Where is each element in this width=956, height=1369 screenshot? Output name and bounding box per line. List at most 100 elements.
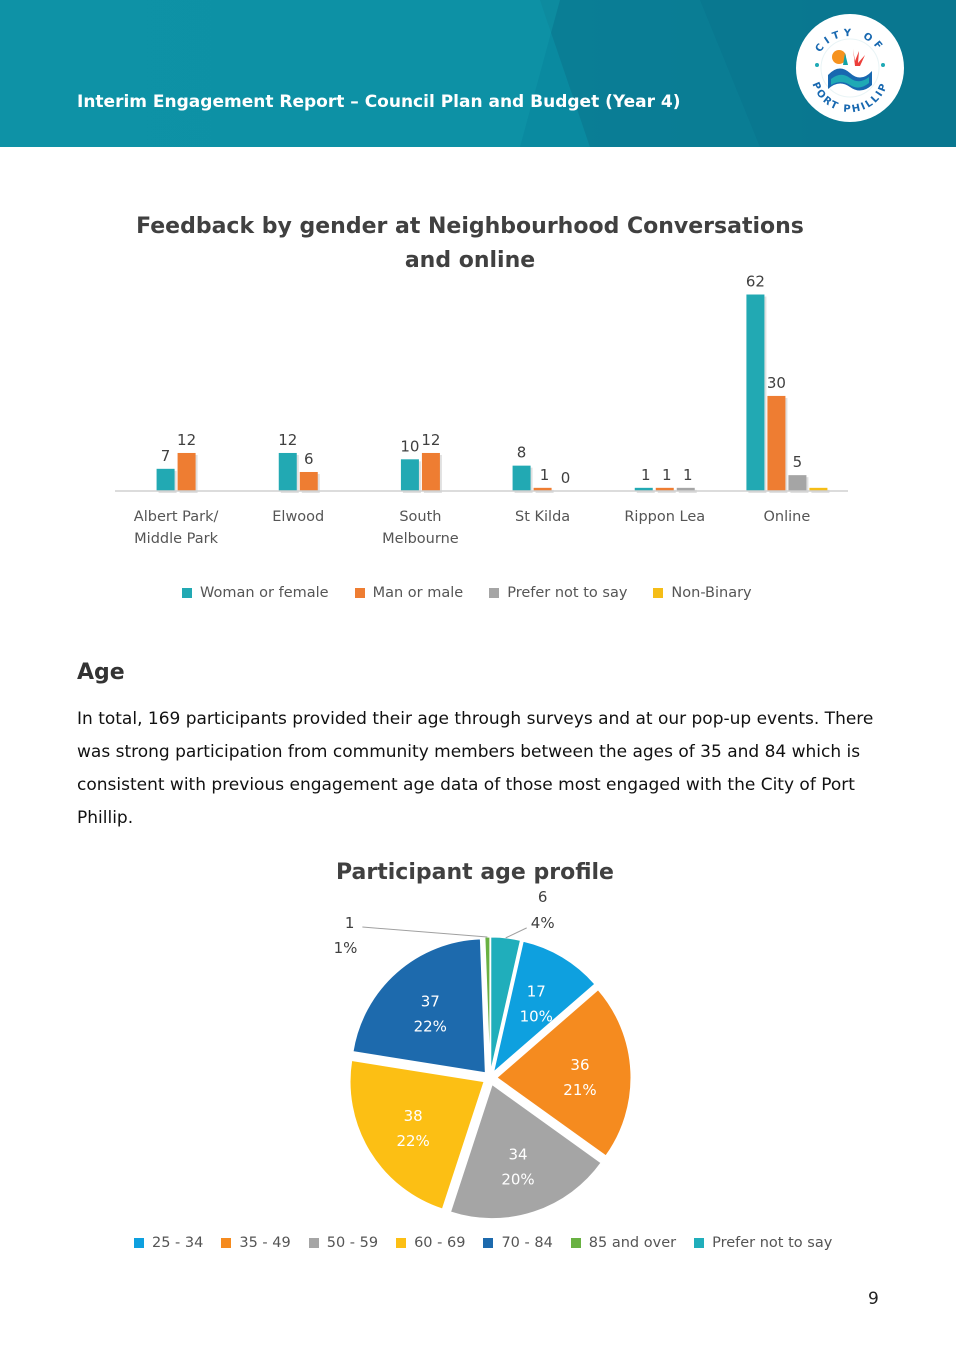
category-label: St Kilda (515, 509, 570, 525)
legend-label: Man or male (372, 585, 464, 601)
bar-data-label: 7 (161, 447, 171, 465)
pie-slice-2 (449, 1083, 602, 1220)
legend-label: Prefer not to say (712, 1235, 833, 1251)
legend-swatch (134, 1238, 144, 1248)
legend-label: 50 - 59 (326, 1235, 379, 1251)
legend-label: 60 - 69 (414, 1235, 466, 1251)
age-chart-legend: 25 - 34 35 - 49 50 - 59 60 - 69 70 - 84 85 an… (134, 1235, 832, 1251)
legend-item-age-4: 70 - 84 (483, 1235, 553, 1251)
legend-label: Prefer not to say (507, 585, 628, 601)
report-title: Interim Engagement Report – Council Plan… (77, 92, 681, 112)
age-heading: Age (77, 660, 125, 685)
bar-data-label: 8 (517, 444, 527, 462)
age-profile-chart: Participant age profile 17 10% 36 21% 34 20% 3… (120, 855, 840, 1265)
bar-data-label: 12 (421, 431, 440, 449)
bar-1-4 (655, 487, 674, 491)
legend-swatch (396, 1238, 407, 1248)
legend-swatch (489, 588, 500, 598)
bar-0-0 (156, 468, 175, 491)
bar-data-label: 12 (177, 431, 196, 449)
pie-percent-label: 22% (414, 1018, 447, 1036)
pie-value-label: 37 (421, 993, 440, 1011)
bar-0-4 (634, 487, 653, 491)
legend-item-age-2: 50 - 59 (308, 1235, 379, 1251)
bar-1-3 (533, 487, 552, 491)
bar-0-5 (746, 294, 765, 491)
age-pie-plot: 17 10% 36 21% 34 20% 38 22% 37 22% 1 1% 6 4% (334, 888, 632, 1220)
bar-data-label: 12 (278, 431, 297, 449)
gender-feedback-chart: Feedback by gender at Neighbourhood Conv… (110, 200, 855, 620)
legend-label: Woman or female (200, 585, 329, 601)
legend-item-age-5: 85 and over (570, 1235, 677, 1251)
legend-swatch (182, 588, 192, 598)
bar-0-1 (278, 452, 297, 491)
legend-label: 85 and over (588, 1235, 677, 1251)
legend-item-age-1: 35 - 49 (221, 1235, 291, 1251)
city-of-port-phillip-logo: CITY OF PORT PHILLIP (795, 13, 905, 123)
bar-data-label: 1 (662, 466, 672, 484)
pie-slice-5 (484, 936, 491, 1072)
category-label: Elwood (272, 509, 324, 525)
bar-data-label: 5 (793, 453, 803, 471)
pie-slice-6 (490, 936, 522, 1072)
bar-data-label: 10 (400, 437, 419, 455)
pie-slice-1 (496, 989, 632, 1157)
pie-slice-4 (352, 938, 486, 1074)
legend-label: 35 - 49 (239, 1235, 291, 1251)
pie-value-label: 36 (570, 1056, 589, 1074)
legend-item-series-0: Woman or female (182, 585, 329, 601)
legend-swatch (483, 1238, 494, 1248)
pie-value-label: 17 (527, 983, 546, 1001)
category-label: Albert Park/ (134, 509, 219, 525)
pie-percent-label: 1% (334, 939, 358, 957)
legend-swatch (694, 1238, 705, 1248)
pie-percent-label: 20% (501, 1171, 534, 1189)
gender-chart-legend: Woman or female Man or male Prefer not to … (182, 585, 752, 601)
legend-item-age-6: Prefer not to say (694, 1235, 832, 1251)
age-chart-title: Participant age profile (336, 860, 614, 885)
legend-item-age-3: 60 - 69 (396, 1235, 465, 1251)
pie-leader-line (362, 926, 488, 938)
bar-data-label: 1 (540, 466, 550, 484)
category-label: Melbourne (382, 531, 459, 547)
pie-slice-0 (492, 940, 596, 1074)
bar-1-2 (421, 452, 440, 491)
bar-data-label: 0 (561, 469, 571, 487)
legend-item-series-1: Man or male (354, 585, 464, 601)
bar-data-label: 1 (641, 466, 651, 484)
bar-2-4 (676, 487, 695, 491)
legend-label: 70 - 84 (501, 1235, 553, 1251)
pie-slice-3 (349, 1059, 485, 1210)
page-number: 9 (868, 1289, 879, 1309)
bar-1-1 (299, 471, 318, 491)
bar-data-label: 30 (767, 374, 786, 392)
bar-1-0 (177, 452, 196, 491)
bar-data-label: 62 (746, 273, 765, 291)
legend-swatch (570, 1238, 581, 1248)
bar-data-label: 1 (683, 466, 693, 484)
age-paragraph: In total, 169 participants provided thei… (77, 709, 874, 828)
legend-swatch (221, 1238, 232, 1248)
category-label: Online (764, 509, 811, 525)
pie-percent-label: 10% (520, 1008, 553, 1026)
bar-data-label: 6 (304, 450, 314, 468)
pie-percent-label: 22% (396, 1132, 429, 1150)
bar-1-5 (767, 395, 786, 491)
category-label: South (399, 509, 441, 525)
pie-value-label: 38 (404, 1107, 423, 1125)
legend-item-series-3: Non-Binary (653, 585, 752, 601)
category-label: Rippon Lea (624, 509, 705, 525)
pie-percent-label: 4% (531, 914, 555, 932)
legend-swatch (308, 1238, 319, 1248)
category-label: Middle Park (134, 531, 218, 547)
bar-3-5 (809, 487, 828, 491)
legend-item-series-2: Prefer not to say (489, 585, 627, 601)
pie-percent-label: 21% (563, 1081, 596, 1099)
bar-0-3 (512, 465, 531, 491)
gender-chart-title: Feedback by gender at Neighbourhood Conv… (136, 214, 804, 273)
legend-swatch (354, 588, 365, 598)
pie-value-label: 1 (345, 914, 355, 932)
bar-0-2 (400, 459, 419, 491)
pie-value-label: 6 (538, 888, 548, 906)
